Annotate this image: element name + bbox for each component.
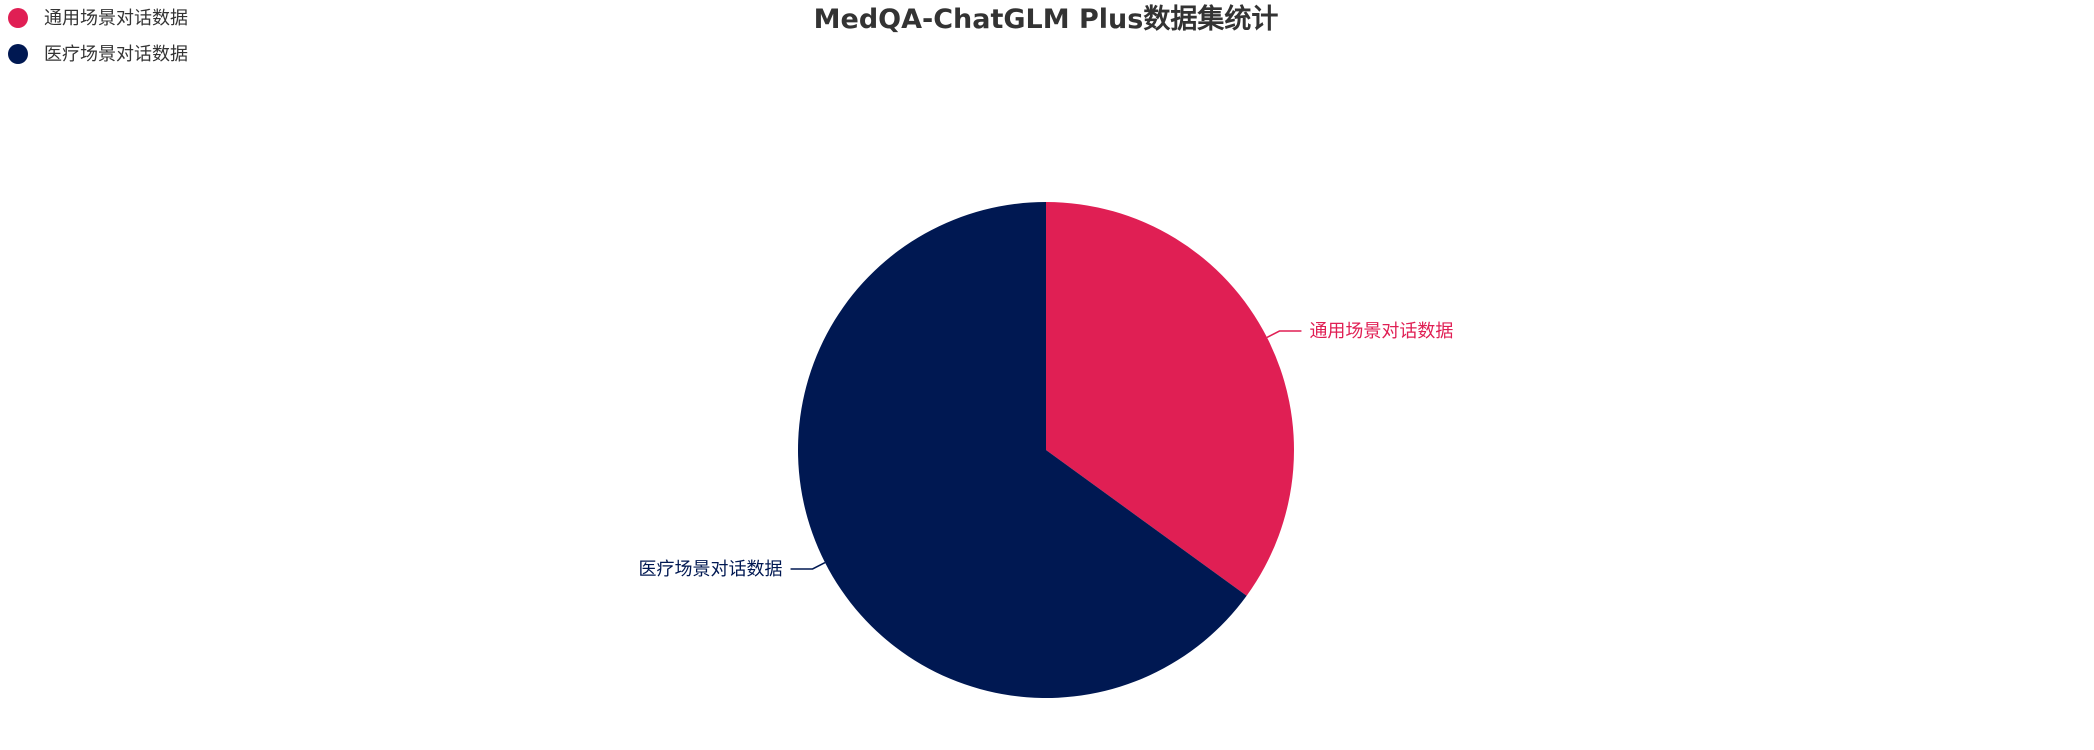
pie-slices — [798, 202, 1294, 698]
legend-item-general[interactable]: 通用场景对话数据 — [8, 8, 188, 29]
pie-label-line-medical — [790, 561, 826, 570]
chart-title: MedQA-ChatGLM Plus数据集统计 — [814, 3, 1279, 35]
pie-label-general: 通用场景对话数据 — [1309, 321, 1453, 342]
pie-label-line-general — [1266, 330, 1302, 339]
legend-label-general: 通用场景对话数据 — [44, 8, 188, 29]
legend-marker-medical — [8, 44, 28, 64]
pie-label-medical: 医疗场景对话数据 — [639, 559, 783, 580]
pie-slice-medical[interactable] — [798, 202, 1247, 698]
legend-marker-general — [8, 8, 28, 28]
pie-slice-general[interactable] — [1046, 202, 1294, 596]
legend-item-medical[interactable]: 医疗场景对话数据 — [8, 44, 188, 65]
legend-label-medical: 医疗场景对话数据 — [44, 44, 188, 65]
legend: 通用场景对话数据 医疗场景对话数据 — [8, 8, 188, 65]
